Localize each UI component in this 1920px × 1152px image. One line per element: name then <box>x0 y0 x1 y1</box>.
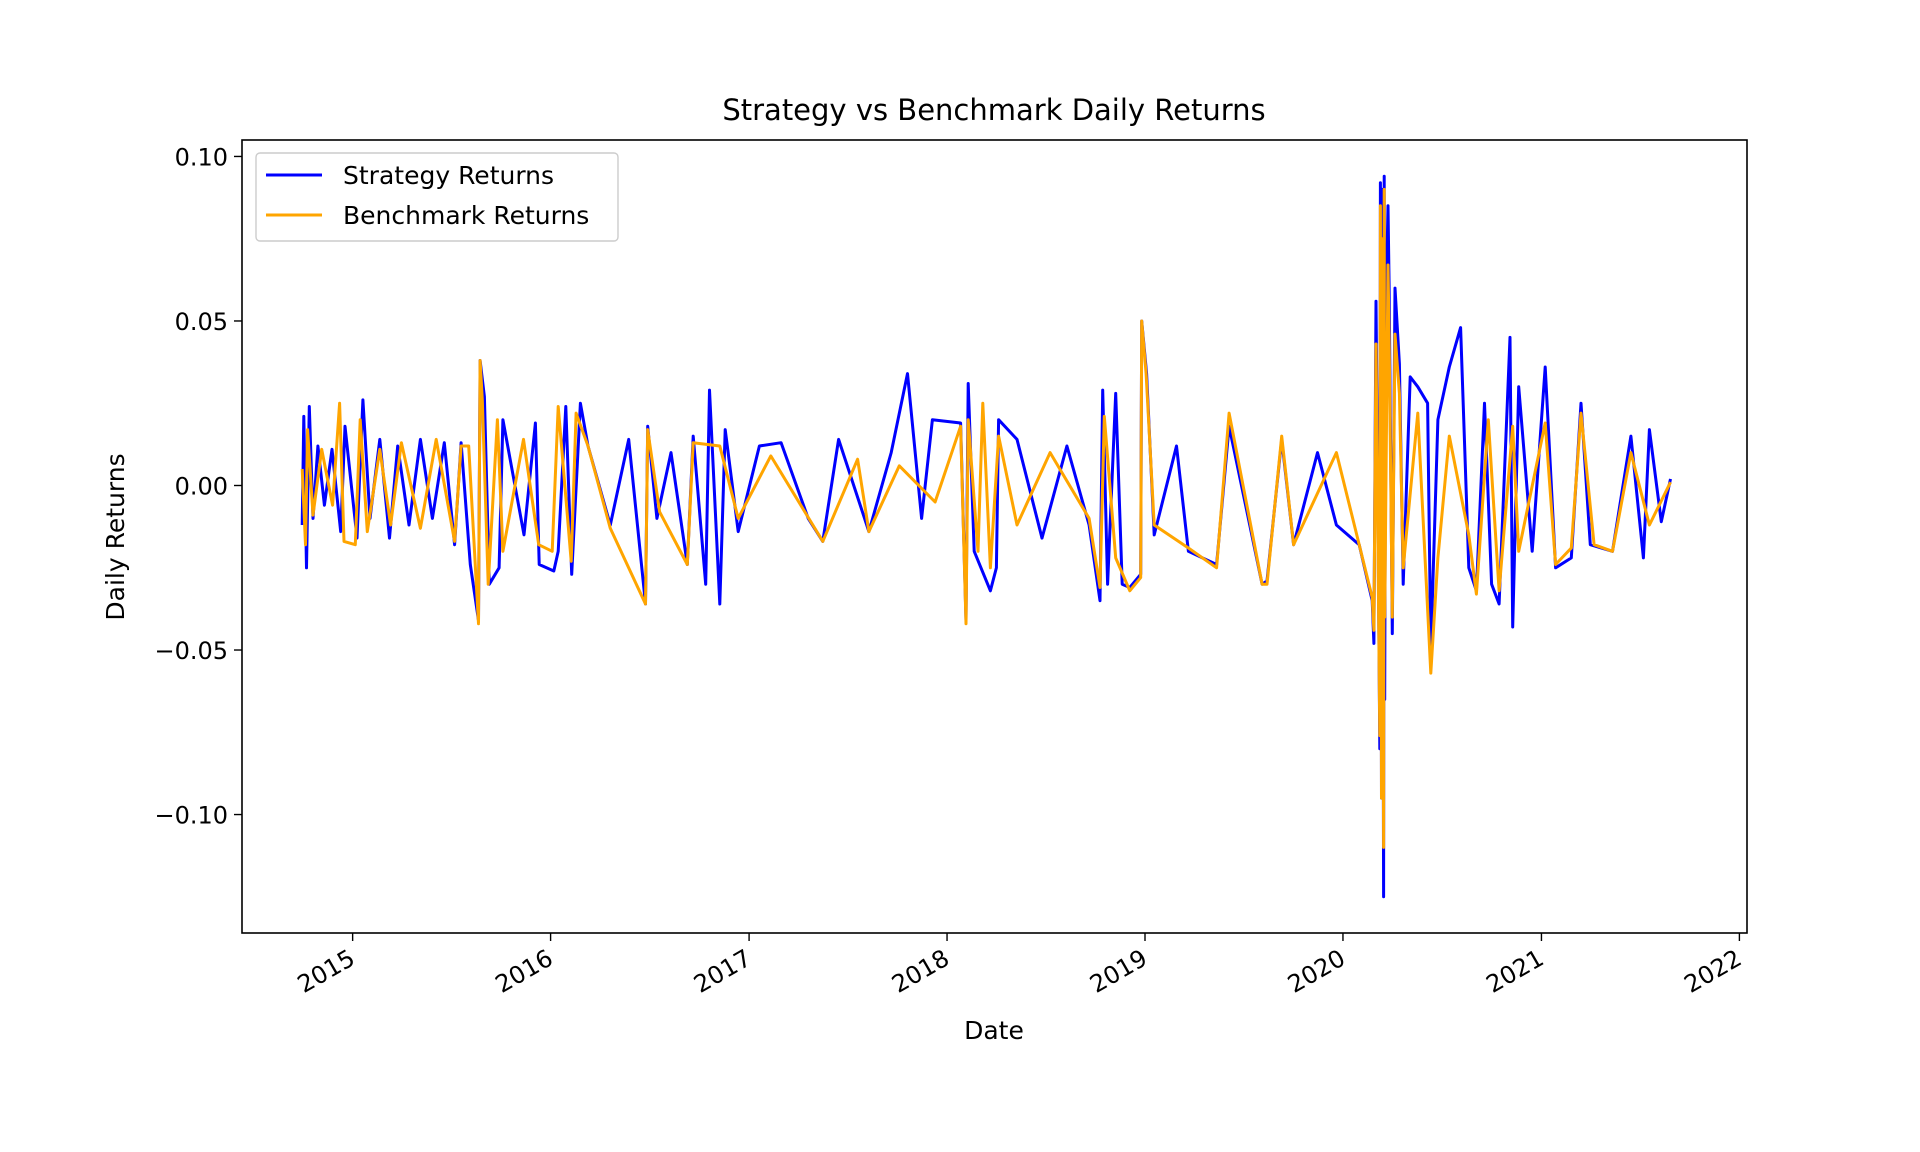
y-tick-label: 0.10 <box>175 143 228 171</box>
y-tick-label: 0.00 <box>175 472 228 500</box>
y-axis-label: Daily Returns <box>101 453 130 620</box>
y-tick-label: 0.05 <box>175 308 228 336</box>
y-axis: 0.10 0.05 0.00 −0.05 −0.10 <box>154 143 242 830</box>
series-line-benchmark-returns <box>300 187 1672 849</box>
y-tick-label: −0.05 <box>154 637 228 665</box>
chart-title: Strategy vs Benchmark Daily Returns <box>722 93 1265 127</box>
series-layer <box>300 174 1672 899</box>
legend-box <box>255 152 619 242</box>
x-axis-label: Date <box>964 1016 1024 1045</box>
plot-frame <box>241 139 1748 934</box>
legend-label-benchmark-returns: Benchmark Returns <box>343 201 589 230</box>
y-tick-label: −0.10 <box>154 802 228 830</box>
legend-label-strategy-returns: Strategy Returns <box>343 161 554 190</box>
legend: Strategy Returns Benchmark Returns <box>255 152 619 242</box>
